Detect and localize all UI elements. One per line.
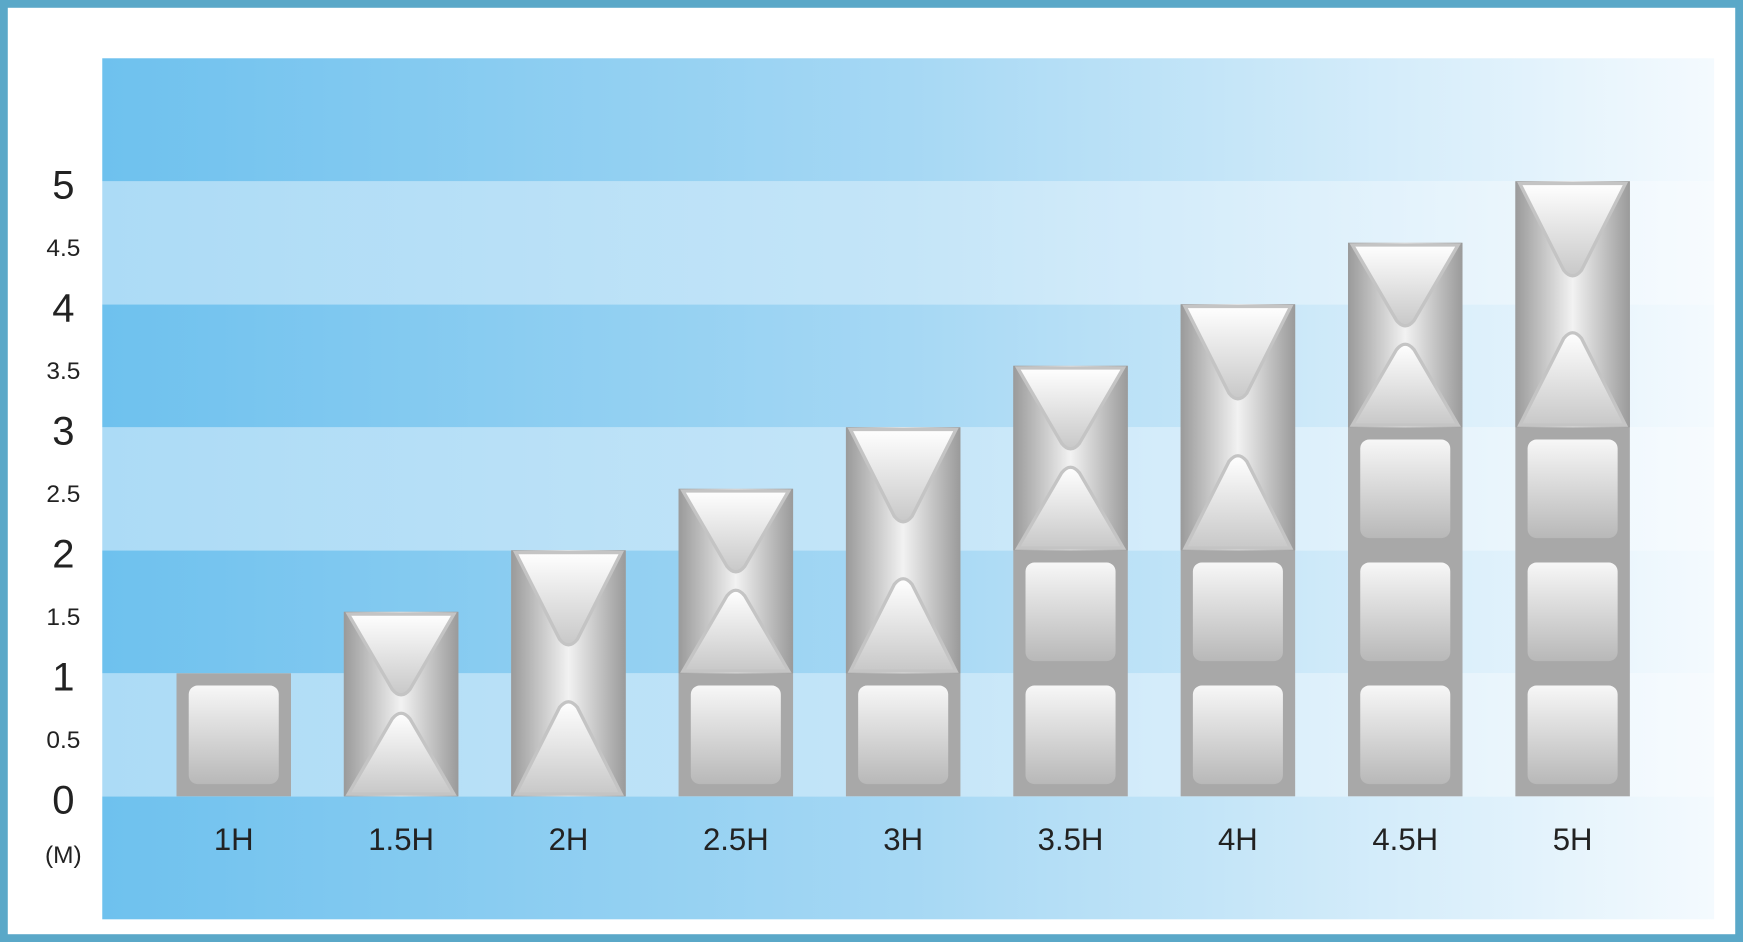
- bar-detail: [680, 588, 792, 673]
- band: [102, 796, 1715, 920]
- bar-detail: [690, 685, 781, 785]
- x-tick-label: 3.5H: [1038, 822, 1104, 857]
- x-tick-label: 2H: [549, 822, 589, 857]
- x-tick-label: 1H: [214, 822, 254, 857]
- y-tick-label: 5: [52, 164, 74, 208]
- bar-detail: [188, 685, 279, 785]
- y-tick-label: 2.5: [46, 481, 80, 508]
- bar-detail: [1025, 562, 1116, 662]
- bar-detail: [512, 700, 624, 796]
- bar-detail: [1014, 465, 1127, 550]
- x-tick-label: 2.5H: [703, 822, 769, 857]
- y-tick-label: 4.5: [46, 235, 80, 262]
- x-tick-label: 4.5H: [1372, 822, 1438, 857]
- bar-detail: [1527, 562, 1618, 662]
- band: [102, 58, 1715, 182]
- x-tick-label: 4H: [1218, 822, 1258, 857]
- bar-detail: [1517, 181, 1629, 278]
- bar-detail: [1360, 685, 1451, 785]
- bar-detail: [1192, 685, 1283, 785]
- y-tick-label: 3.5: [46, 358, 80, 385]
- plot-area: 1H 1.5H 2H 2.5H 3H 3.5H 4H 4.5H 5H: [102, 58, 1715, 920]
- bar-detail: [1517, 331, 1629, 427]
- y-tick-label: 1.5: [46, 604, 80, 631]
- bar-detail: [1360, 562, 1451, 662]
- x-tick-label: 3H: [883, 822, 923, 857]
- bar-detail: [1360, 439, 1451, 539]
- band: [102, 304, 1715, 428]
- bar-detail: [1527, 685, 1618, 785]
- x-tick-label: 5H: [1553, 822, 1593, 857]
- bar-detail: [345, 711, 457, 796]
- x-tick-label: 1.5H: [368, 822, 434, 857]
- bar-detail: [1025, 685, 1116, 785]
- bar-detail: [1349, 243, 1461, 328]
- bar-detail: [847, 427, 959, 524]
- bar-detail: [1182, 454, 1294, 550]
- bar-detail: [345, 612, 457, 697]
- bar-detail: [1014, 366, 1127, 451]
- bar-detail: [1349, 342, 1461, 427]
- bar-detail: [1527, 439, 1618, 539]
- bar-detail: [1192, 562, 1283, 662]
- y-tick-label: 3: [52, 410, 74, 454]
- y-tick-label: 0: [52, 779, 74, 823]
- bar-detail: [680, 489, 792, 574]
- bar-detail: [1182, 304, 1294, 401]
- y-axis-label: (M): [45, 842, 82, 869]
- y-tick-label: 4: [52, 287, 74, 331]
- y-tick-label: 0.5: [46, 727, 80, 754]
- band: [102, 181, 1715, 305]
- y-tick-label: 2: [52, 533, 74, 577]
- y-tick-label: 1: [52, 656, 74, 700]
- bar-detail: [847, 577, 959, 673]
- bar-detail: [858, 685, 949, 785]
- bar-detail: [512, 550, 624, 647]
